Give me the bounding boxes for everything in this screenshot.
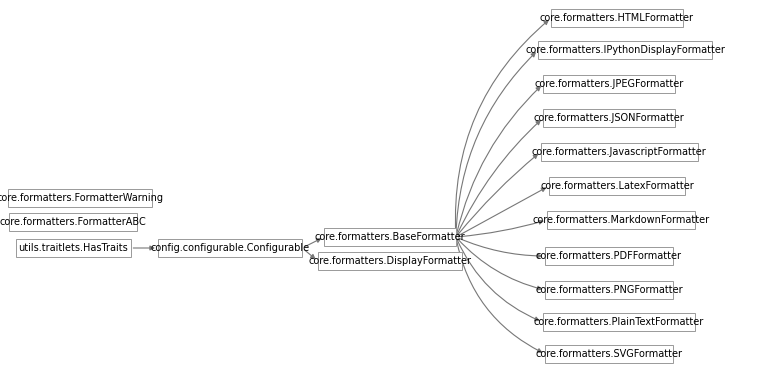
Text: core.formatters.PlainTextFormatter: core.formatters.PlainTextFormatter <box>534 317 704 327</box>
Text: core.formatters.BaseFormatter: core.formatters.BaseFormatter <box>315 232 465 242</box>
FancyBboxPatch shape <box>538 41 712 59</box>
FancyBboxPatch shape <box>543 313 695 331</box>
FancyBboxPatch shape <box>157 239 302 257</box>
Text: core.formatters.FormatterWarning: core.formatters.FormatterWarning <box>0 193 164 203</box>
Text: core.formatters.FormatterABC: core.formatters.FormatterABC <box>0 217 147 227</box>
FancyBboxPatch shape <box>541 143 697 161</box>
Text: core.formatters.DisplayFormatter: core.formatters.DisplayFormatter <box>309 256 472 266</box>
Text: core.formatters.PNGFormatter: core.formatters.PNGFormatter <box>535 285 683 295</box>
Text: core.formatters.MarkdownFormatter: core.formatters.MarkdownFormatter <box>532 215 710 225</box>
FancyBboxPatch shape <box>8 189 152 207</box>
Text: core.formatters.HTMLFormatter: core.formatters.HTMLFormatter <box>540 13 694 23</box>
Text: core.formatters.JPEGFormatter: core.formatters.JPEGFormatter <box>535 79 684 89</box>
FancyBboxPatch shape <box>324 228 456 246</box>
FancyBboxPatch shape <box>9 213 137 231</box>
Text: core.formatters.IPythonDisplayFormatter: core.formatters.IPythonDisplayFormatter <box>525 45 725 55</box>
FancyBboxPatch shape <box>549 177 685 195</box>
Text: core.formatters.JSONFormatter: core.formatters.JSONFormatter <box>534 113 684 123</box>
FancyBboxPatch shape <box>547 211 695 229</box>
Text: core.formatters.PDFFormatter: core.formatters.PDFFormatter <box>536 251 682 261</box>
FancyBboxPatch shape <box>551 9 683 27</box>
FancyBboxPatch shape <box>15 239 131 257</box>
FancyBboxPatch shape <box>545 247 673 265</box>
FancyBboxPatch shape <box>545 345 673 363</box>
FancyBboxPatch shape <box>318 252 462 270</box>
FancyBboxPatch shape <box>543 109 675 127</box>
Text: core.formatters.JavascriptFormatter: core.formatters.JavascriptFormatter <box>531 147 707 157</box>
Text: config.configurable.Configurable: config.configurable.Configurable <box>151 243 310 253</box>
Text: core.formatters.LatexFormatter: core.formatters.LatexFormatter <box>540 181 694 191</box>
Text: core.formatters.SVGFormatter: core.formatters.SVGFormatter <box>535 349 683 359</box>
FancyBboxPatch shape <box>543 75 675 93</box>
Text: utils.traitlets.HasTraits: utils.traitlets.HasTraits <box>18 243 128 253</box>
FancyBboxPatch shape <box>545 281 673 299</box>
